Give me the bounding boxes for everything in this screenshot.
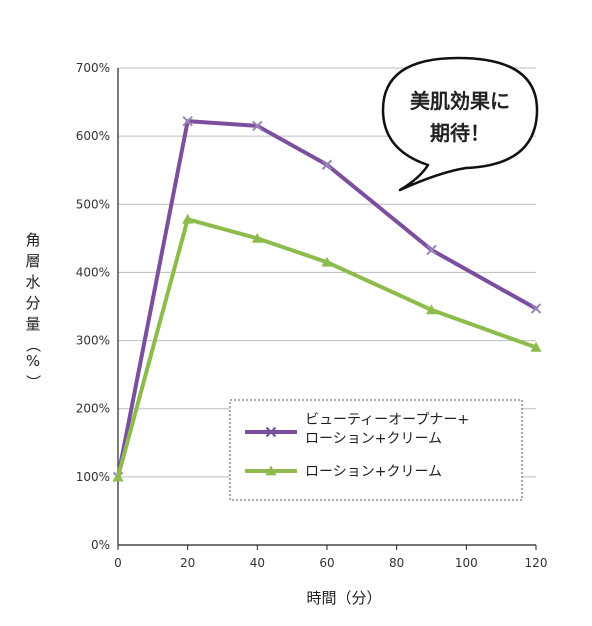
y-tick-label: 600% <box>76 129 110 143</box>
x-axis-label: 時間（分） <box>306 589 381 607</box>
series-2-point <box>182 213 194 224</box>
x-tick-label: 80 <box>389 556 404 570</box>
series-2-point <box>530 341 542 352</box>
speech-bubble-shape <box>381 56 539 192</box>
series-2-point <box>426 304 437 315</box>
series-2-line <box>116 217 538 479</box>
series-2-point <box>112 471 124 482</box>
y-tick-label: 300% <box>76 334 110 348</box>
series-2-point <box>321 256 333 267</box>
legend-label-2: ローション+クリーム <box>305 464 442 480</box>
series-1-point <box>252 120 263 132</box>
x-tick-labels: 0 20 40 60 80 100 120 <box>114 556 547 570</box>
legend-label-1: ローション+クリーム <box>305 431 442 447</box>
y-tick-label: 200% <box>76 402 110 416</box>
speech-bubble-line-1: 美肌効果に <box>410 89 510 113</box>
y-axis-label-char: 層 <box>25 252 40 270</box>
y-tick-label: 500% <box>76 197 110 211</box>
x-tick-label: 100 <box>455 556 478 570</box>
series-1-point <box>321 159 333 170</box>
speech-bubble: 美肌効果に 期待！ <box>381 56 539 192</box>
legend-label-1: ビューティーオープナー+ <box>305 412 469 428</box>
legend-box <box>229 399 523 501</box>
legend-marker-2 <box>265 465 277 476</box>
axes <box>117 68 537 550</box>
series-1-line <box>116 119 538 479</box>
y-axis-label-char: （ <box>24 337 42 352</box>
series-1-point <box>182 115 193 127</box>
speech-bubble-line-2: 期待！ <box>430 121 490 145</box>
x-tick-label: 20 <box>180 556 195 570</box>
x-tick-label: 0 <box>114 556 122 570</box>
series-2-point <box>251 232 263 243</box>
series-1-point <box>530 303 542 314</box>
x-tick-label: 60 <box>319 556 334 570</box>
x-tick-label: 40 <box>250 556 265 570</box>
series-group <box>112 115 542 483</box>
legend-marker-1 <box>265 426 277 438</box>
y-tick-label: 0% <box>91 538 110 552</box>
y-axis-label-char: 水 <box>25 273 40 291</box>
y-axis-label-char: 分 <box>25 294 40 312</box>
y-axis-label-char: ） <box>24 374 42 389</box>
y-tick-label: 100% <box>76 470 110 484</box>
x-tick-label: 120 <box>525 556 548 570</box>
y-tick-label: 700% <box>76 61 110 75</box>
grid-lines <box>118 67 536 478</box>
series-1-point <box>426 244 437 256</box>
y-axis-label-char: 角 <box>25 231 40 249</box>
y-tick-labels: 0% 100% 200% 300% 400% 500% 600% 700% <box>76 61 110 552</box>
y-tick-label: 400% <box>76 265 110 279</box>
y-axis-label-char: % <box>26 352 40 370</box>
y-axis-label-char: 量 <box>25 315 40 333</box>
